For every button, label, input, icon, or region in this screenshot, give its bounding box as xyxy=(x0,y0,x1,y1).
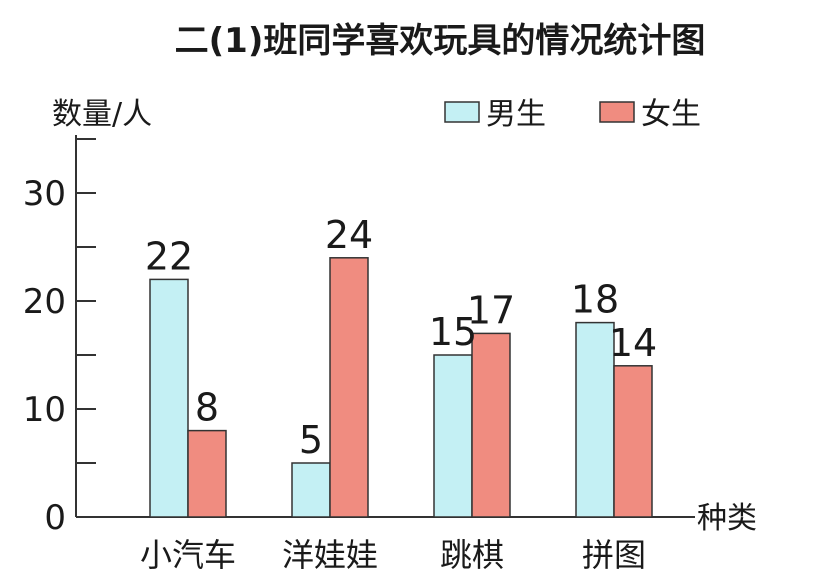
legend-label: 女生 xyxy=(641,97,701,132)
data-label: 8 xyxy=(195,386,219,430)
y-tick-label: 10 xyxy=(23,390,66,430)
y-tick-label: 20 xyxy=(23,282,66,322)
bar xyxy=(291,462,331,518)
y-tick-label: 0 xyxy=(44,498,66,538)
data-label: 15 xyxy=(429,310,477,354)
legend-swatch xyxy=(444,101,480,123)
data-label: 5 xyxy=(299,418,323,462)
y-axis-ticks: 0 10 20 30 xyxy=(23,138,96,538)
category-label: 跳棋 xyxy=(440,536,504,574)
data-label: 14 xyxy=(609,321,657,365)
chart-title: 二(1)班同学喜欢玩具的情况统计图 xyxy=(175,21,706,61)
legend-label: 男生 xyxy=(486,97,546,132)
y-axis-label: 数量/人 xyxy=(52,97,152,132)
data-label: 18 xyxy=(571,278,619,322)
bar xyxy=(433,354,473,518)
chart-bars xyxy=(149,257,653,518)
category-label: 小汽车 xyxy=(140,536,236,574)
bar xyxy=(187,429,227,518)
category-label: 洋娃娃 xyxy=(282,536,378,574)
data-label: 22 xyxy=(145,234,193,278)
legend-swatch xyxy=(599,101,635,123)
data-label: 17 xyxy=(467,288,515,332)
bar xyxy=(471,332,511,518)
chart-legend: 男生 女生 xyxy=(444,97,701,132)
category-labels: 小汽车 洋娃娃 跳棋 拼图 xyxy=(140,536,646,574)
x-axis-label: 种类 xyxy=(697,501,757,536)
bar xyxy=(613,365,653,518)
y-tick-label: 30 xyxy=(23,174,66,214)
data-label: 24 xyxy=(325,213,373,257)
bar xyxy=(575,321,615,518)
bar xyxy=(329,257,369,518)
bar xyxy=(149,278,189,518)
category-label: 拼图 xyxy=(582,536,646,574)
